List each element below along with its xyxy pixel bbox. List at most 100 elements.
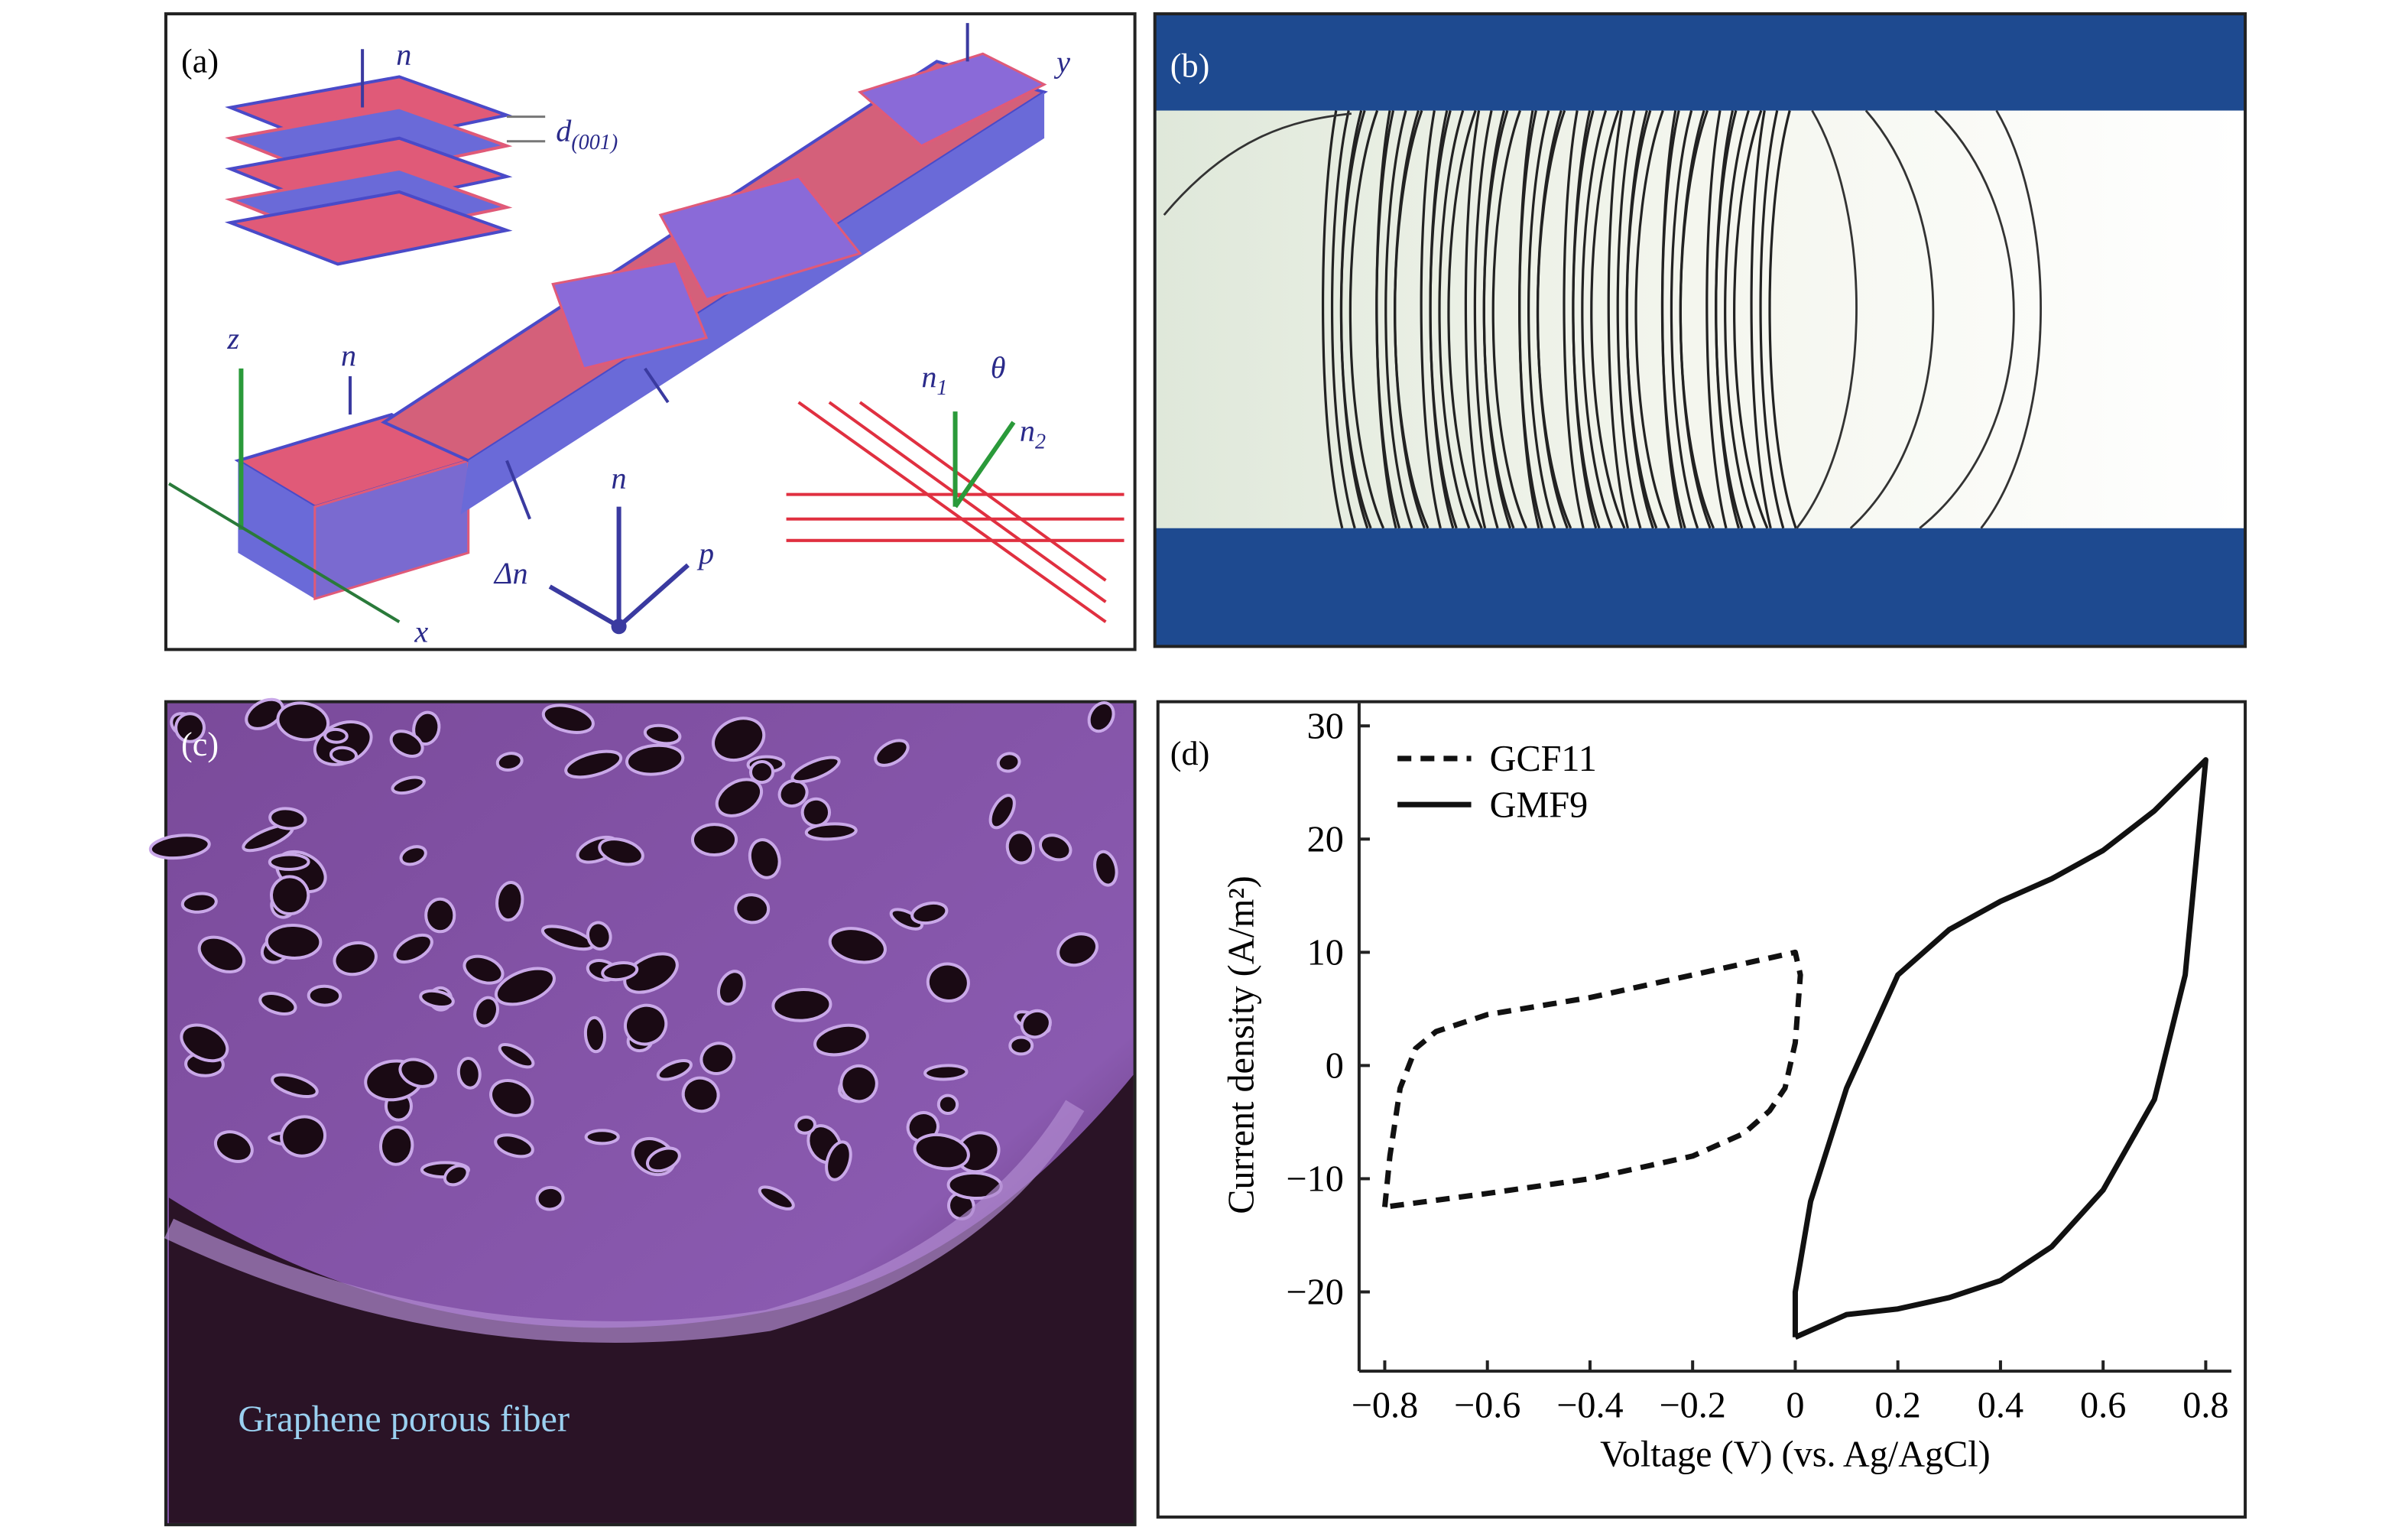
pore [699,1041,736,1075]
coil-loop [1429,110,1458,529]
coil-loop [1733,110,1769,529]
pore [268,853,310,871]
pore [1005,830,1036,865]
pore [996,752,1021,773]
coil-loop [1464,110,1487,529]
annotation-text: θ [991,350,1006,385]
pore [734,893,771,924]
pore [777,778,809,808]
pore [748,760,775,785]
pore [624,1003,668,1046]
panel-c-pores [148,697,1118,1300]
x-tick-label: −0.4 [1556,1385,1623,1425]
annotation: Δn [493,556,528,590]
coil-loop [1768,110,1797,529]
coil-loop [1384,110,1413,529]
annotation-text: n [396,37,411,71]
annotation-sub: 2 [1035,430,1046,453]
pore [268,807,307,830]
pore [748,838,781,879]
pore [495,881,524,922]
annotation-text: y [1053,44,1070,79]
pore [245,697,284,730]
coil-loop [1163,112,1352,216]
pore [443,1164,469,1187]
pore [716,970,746,1006]
coil-loop [1473,110,1499,529]
panel-a-art [167,23,1124,635]
y-tick-label: −20 [1286,1272,1343,1313]
pore [535,1185,565,1211]
pore [771,988,832,1022]
y-tick-label: 10 [1307,932,1344,973]
pore [1087,701,1115,733]
pore [399,845,427,866]
pore [1093,850,1118,887]
pore [804,822,858,841]
annotation: x [414,614,428,648]
coil-loop [1660,110,1686,529]
caption: Graphene porous fiber [238,1399,570,1439]
chart: −0.8 −0.6 −0.4 −0.2 0 0.2 0.4 0.6 0.8 −20 −10 0 10 20… [1221,703,2231,1475]
y-tick-label: 0 [1326,1045,1344,1086]
coil-loop [1849,109,1935,529]
coil-loop [1980,109,2042,529]
pore [988,794,1016,830]
coil-loop [1321,110,1344,529]
pore [643,723,682,746]
pore [389,730,424,758]
coil-loop [1348,110,1385,529]
pore [180,1023,229,1063]
coil-loop [1394,110,1430,529]
panel-b-coil [1163,109,2042,529]
pore [828,927,887,964]
pore [564,749,623,779]
pore [419,989,455,1009]
y-tick-label: 30 [1307,706,1344,746]
pore [456,1057,482,1090]
coil-loop [1447,110,1483,529]
panel-c-rim [164,1100,1085,1343]
annotation-text: n [612,461,627,496]
pore [498,1043,535,1069]
pore [489,1079,534,1117]
pore [541,704,595,734]
panel-d-frame [1156,700,2247,1519]
pore [473,996,499,1028]
pore [923,1064,969,1081]
pore [424,897,456,934]
pore [794,1115,817,1135]
pore [148,833,211,860]
pore [598,837,644,866]
x-tick-label: 0 [1786,1385,1804,1425]
annotation-text: Δn [493,556,528,590]
coil-loop [1919,109,2015,529]
coil-loop [1339,110,1372,529]
panel-label: (c) [181,726,219,763]
coil-loop [1750,110,1772,529]
coil-loop [1634,110,1670,529]
coil-loop [1536,110,1572,529]
annotation: p [696,536,714,570]
x-tick-label: 0.4 [1978,1385,2023,1425]
pore [913,1132,970,1171]
y-tick-label: −10 [1286,1159,1343,1200]
annotation: y [1053,44,1070,79]
pore [936,1093,959,1116]
pore [462,954,505,985]
pore [910,901,949,925]
coil-loop [1590,110,1626,529]
pore [926,962,970,1003]
pore [269,875,310,916]
x-tick-label: 0.6 [2080,1385,2126,1425]
coil-loop [1375,110,1401,529]
annotation: n1 [921,359,947,400]
pore [656,1059,693,1081]
coil-loop [1670,110,1699,529]
panel-label: (a) [181,42,219,80]
x-tick-label: −0.2 [1659,1385,1725,1425]
pore [681,1076,720,1113]
coil-loop [1491,110,1527,529]
